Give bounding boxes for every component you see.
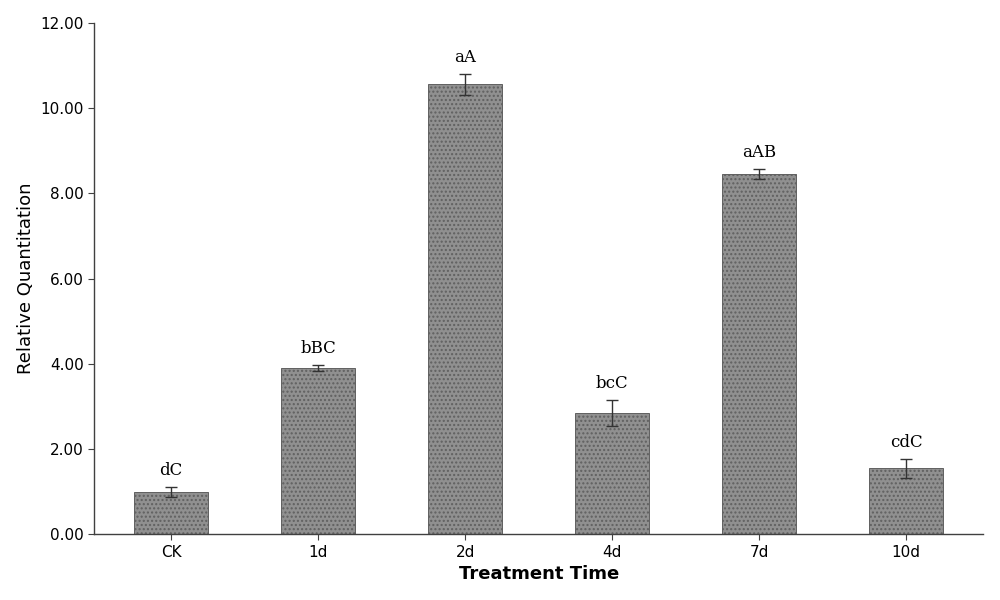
- Text: cdC: cdC: [890, 434, 922, 451]
- Bar: [428, 85, 502, 535]
- Text: bBC: bBC: [300, 340, 336, 357]
- Text: aAB: aAB: [742, 144, 776, 161]
- Text: dC: dC: [160, 462, 183, 479]
- Text: aA: aA: [454, 49, 476, 66]
- X-axis label: Treatment Time: Treatment Time: [459, 565, 619, 583]
- Bar: [134, 492, 208, 535]
- Bar: [575, 413, 649, 535]
- Bar: [281, 368, 355, 535]
- Bar: [722, 174, 796, 535]
- Bar: [869, 468, 943, 535]
- Y-axis label: Relative Quantitation: Relative Quantitation: [17, 183, 35, 374]
- Text: bcC: bcC: [596, 376, 628, 392]
